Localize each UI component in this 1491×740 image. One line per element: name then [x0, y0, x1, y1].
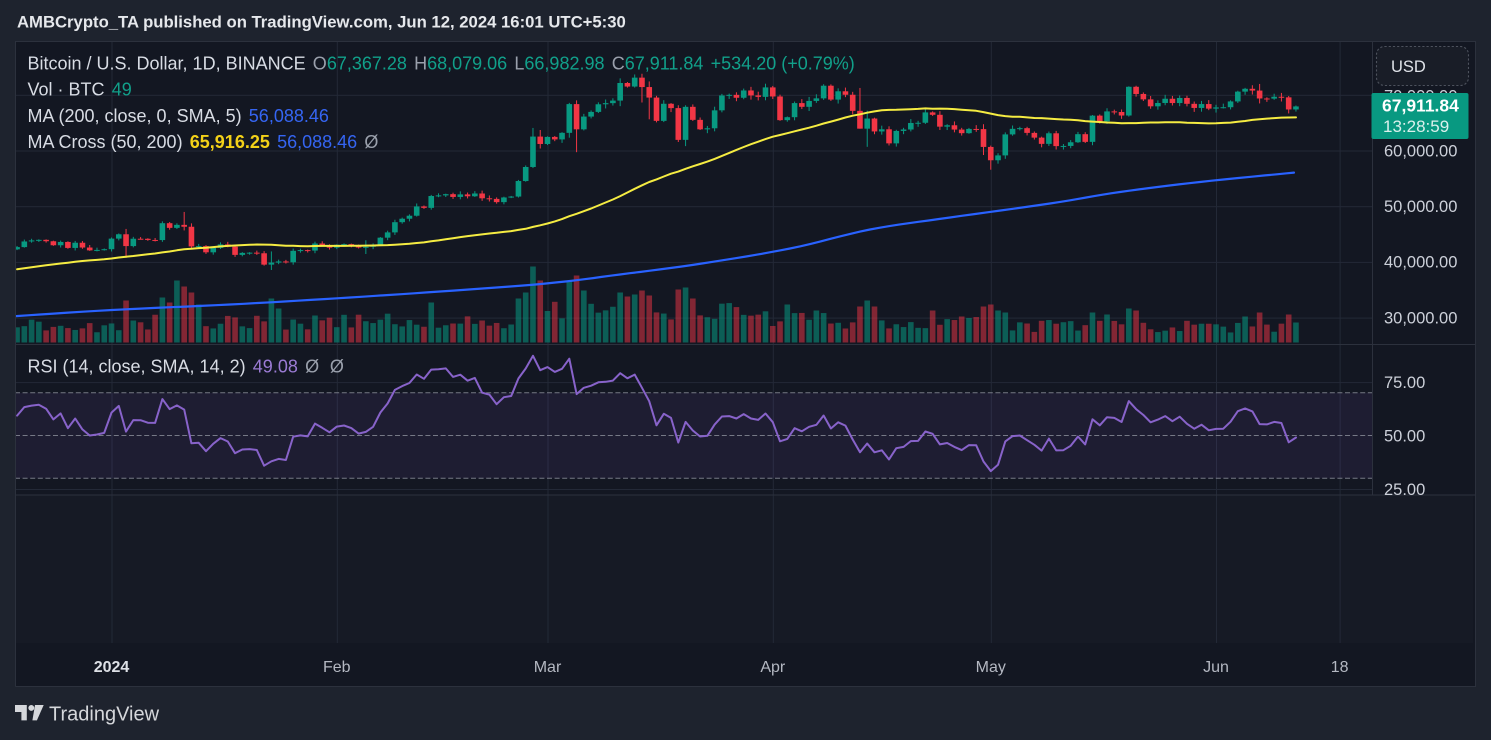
svg-text:13:28:59: 13:28:59: [1383, 117, 1449, 136]
svg-text:30,000.00: 30,000.00: [1384, 309, 1457, 327]
svg-text:40,000.00: 40,000.00: [1384, 254, 1457, 272]
svg-text:Feb: Feb: [323, 659, 351, 676]
svg-text:USD: USD: [1391, 58, 1426, 76]
svg-text:TradingView: TradingView: [49, 704, 160, 726]
svg-text:50,000.00: 50,000.00: [1384, 198, 1457, 216]
svg-text:50.00: 50.00: [1384, 427, 1425, 445]
svg-text:Bitcoin / U.S. Dollar, 1D, BIN: Bitcoin / U.S. Dollar, 1D, BINANCE O67,3…: [28, 53, 855, 73]
svg-text:Vol · BTC 49: Vol · BTC 49: [28, 80, 132, 100]
svg-text:Mar: Mar: [534, 659, 562, 676]
svg-text:AMBCrypto_TA published on Trad: AMBCrypto_TA published on TradingView.co…: [17, 13, 626, 32]
svg-text:MA Cross (50, 200) 65,916.25: MA Cross (50, 200) 65,916.25 56,088.46 Ø: [28, 132, 379, 152]
svg-text:25.00: 25.00: [1384, 481, 1425, 499]
svg-text:Apr: Apr: [760, 659, 786, 676]
svg-text:18: 18: [1331, 659, 1349, 676]
svg-text:2024: 2024: [94, 659, 130, 676]
svg-text:Jun: Jun: [1203, 659, 1229, 676]
svg-text:60,000.00: 60,000.00: [1384, 142, 1457, 160]
svg-text:75.00: 75.00: [1384, 374, 1425, 392]
svg-text:MA (200, close, 0, SMA, 5) 56: MA (200, close, 0, SMA, 5) 56,088.46: [28, 106, 329, 126]
svg-text:May: May: [976, 659, 1006, 676]
svg-text:RSI (14, close, SMA, 14, 2) 4: RSI (14, close, SMA, 14, 2) 49.08 Ø Ø: [28, 356, 344, 376]
svg-text:67,911.84: 67,911.84: [1382, 96, 1459, 116]
